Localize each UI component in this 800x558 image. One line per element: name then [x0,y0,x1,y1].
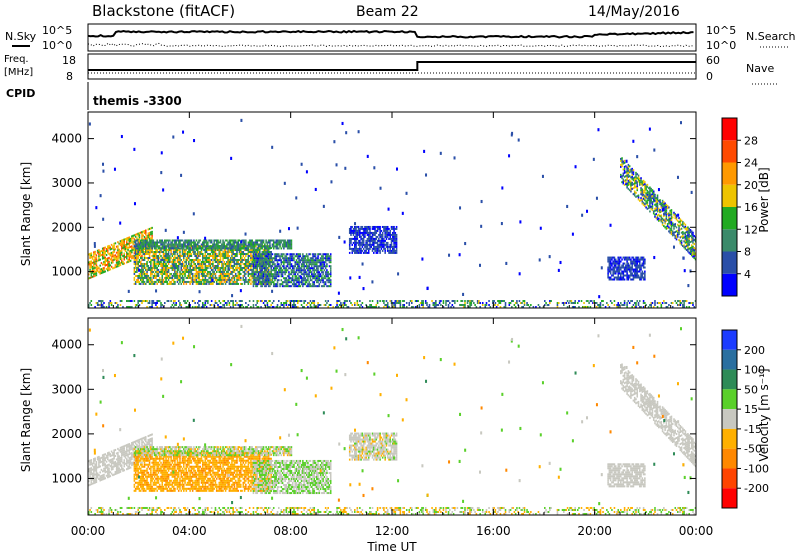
colorbar-cell [722,229,737,251]
colorbar-cell [722,207,737,229]
colorbar-cell [722,274,737,296]
noise-tick-bottom-right: 10^0 [706,39,736,52]
colorbar-cell [722,468,737,488]
velocity-heatmap [88,325,696,515]
colorbar-tick-label: 4 [744,268,751,281]
colorbar-cell [722,330,737,350]
velocity-echo-region [134,446,293,456]
power-echo-region [620,157,696,260]
freq-panel-frame [88,54,696,79]
cpid-label: CPID [6,87,35,100]
beam-label: Beam 22 [356,4,419,20]
nsearch-label: N.Search [746,30,796,43]
power-echo-region [349,226,397,254]
velocity-echo-region [253,460,332,494]
freq-series-line [88,62,696,70]
colorbar-cell [722,449,737,469]
power-echo-region [607,257,645,281]
x-tick-label: 16:00 [476,524,511,538]
colorbar-cell [722,163,737,185]
colorbar-cell [722,118,737,140]
colorbar-tick-label: -200 [744,482,769,495]
freq-tick-top: 18 [62,54,76,67]
power-heatmap [88,119,696,308]
colorbar-tick-label: -100 [744,462,769,475]
y-tick-label: 4000 [51,132,82,146]
nave-tick-top: 60 [706,54,720,67]
nave-tick-bottom: 0 [706,70,713,83]
x-tick-label: 00:00 [71,524,106,538]
x-axis-label: Time UT [366,540,417,554]
colorbar-cell [722,370,737,390]
colorbar-tick-label: 8 [744,246,751,259]
colorbar-tick-label: 15 [744,403,758,416]
power-axes: 1000 2000 3000 4000 [51,132,696,279]
velocity-echo-region [607,463,645,487]
colorbar-cell [722,409,737,429]
colorbar-cell [722,252,737,274]
y-tick-label: 2000 [51,427,82,441]
noise-tick-bottom-left: 10^0 [42,39,72,52]
freq-tick-bottom: 8 [66,70,73,83]
colorbar-cell [722,389,737,409]
colorbar-tick-label: 24 [744,157,758,170]
noise-tick-top-left: 10^5 [42,24,72,37]
y-tick-label: 2000 [51,220,82,234]
power-echo-region [253,253,332,287]
power-colorbar: 4 8 12 16 20 24 28 [722,118,758,296]
velocity-colorbar-label: Velocity [m s⁻¹] [757,368,771,461]
velocity-echo-region [349,433,397,461]
nsky-series-line [88,31,694,38]
x-tick-label: 12:00 [375,524,410,538]
colorbar-cell [722,350,737,370]
y-tick-label: 3000 [51,176,82,190]
colorbar-tick-label: 20 [744,179,758,192]
colorbar-cell [722,488,737,508]
velocity-axes: 1000 2000 3000 4000 [51,338,696,486]
velocity-ylabel: Slant Range [km] [19,368,33,472]
power-echo-region [134,239,293,249]
date-label: 14/May/2016 [588,4,680,20]
colorbar-cell [722,140,737,162]
colorbar-tick-label: 12 [744,223,758,236]
y-tick-label: 1000 [51,265,82,279]
x-tick-label: 04:00 [172,524,207,538]
x-tick-label: 00:00 [679,524,714,538]
freq-label: Freq. [4,54,29,65]
velocity-echo-region [134,452,272,492]
radar-title: Blackstone (fitACF) [92,2,235,20]
y-tick-label: 4000 [51,338,82,352]
power-echo-region [134,245,272,285]
x-tick-label: 20:00 [577,524,612,538]
velocity-echo-region [620,363,696,467]
x-tick-label: 08:00 [273,524,308,538]
freq-unit-label: [MHz] [4,67,33,78]
colorbar-tick-label: 16 [744,201,758,214]
nsky-label: N.Sky [5,30,37,43]
colorbar-tick-label: 28 [744,134,758,147]
colorbar-tick-label: 200 [744,344,765,357]
nsearch-series-line [88,43,694,46]
y-tick-label: 3000 [51,382,82,396]
noise-tick-top-right: 10^5 [706,24,736,37]
colorbar-tick-label: 50 [744,383,758,396]
y-tick-label: 1000 [51,471,82,485]
cpid-value: themis -3300 [93,94,182,108]
noise-panel-frame [88,24,696,51]
power-colorbar-label: Power [dB] [757,167,771,232]
power-ylabel: Slant Range [km] [19,162,33,266]
nave-label: Nave [746,62,774,75]
colorbar-cell [722,185,737,207]
colorbar-cell [722,429,737,449]
